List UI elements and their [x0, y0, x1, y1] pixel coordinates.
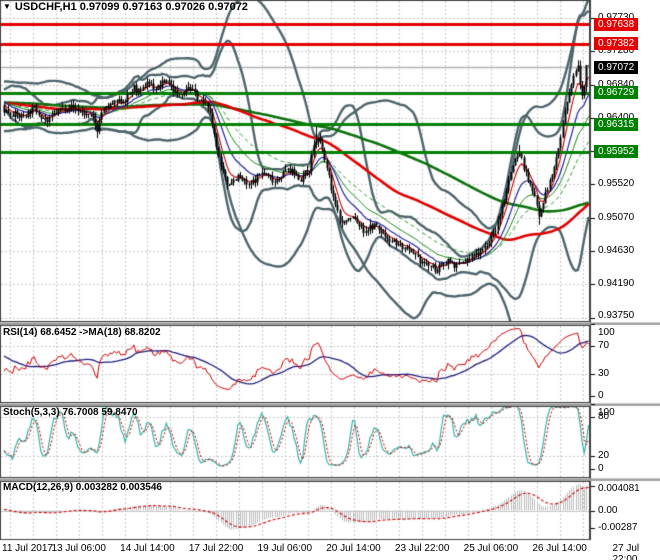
support-price-badge: 0.95952 — [594, 145, 639, 159]
axis-tick-label: 0.96400 — [598, 112, 634, 124]
time-axis-label: 17 Jul 22:00 — [188, 543, 244, 554]
support-price-badge: 0.96315 — [594, 117, 639, 131]
axis-tick-label: 30 — [598, 368, 610, 380]
stochastic-pane-label: Stoch(5,3,3) 76.7008 59.8470 — [3, 407, 138, 418]
rsi-pane-label: RSI(14) 68.6452 ->MA(18) 68.8202 — [3, 327, 161, 338]
time-axis-label: 26 Jul 14:00 — [532, 543, 587, 554]
resistance-price-badge: 0.97382 — [594, 37, 639, 51]
chart-title-text: USDCHF,H1 0.97099 0.97163 0.97026 0.9707… — [14, 1, 248, 13]
time-axis-label: 20 Jul 14:00 — [326, 543, 381, 554]
time-axis-label: 13 Jul 06:00 — [51, 543, 106, 554]
axis-tick-label: 100 — [598, 327, 615, 338]
axis-tick-label: 70 — [598, 339, 610, 351]
macd-pane-label: MACD(12,26,9) 0.003282 0.003546 — [3, 482, 162, 493]
axis-tick-label: 0 — [598, 389, 604, 401]
axis-tick-label: 0.00 — [598, 504, 618, 516]
axis-tick-label: 100 — [598, 407, 615, 418]
axis-tick-label: 80 — [598, 411, 610, 422]
time-axis-label: 11 Jul 2017 — [2, 543, 53, 554]
resistance-price-badge: 0.97638 — [594, 17, 639, 31]
time-axis-label: 23 Jul 22:00 — [394, 543, 450, 554]
axis-tick-label: 0.97730 — [598, 12, 634, 24]
axis-tick-label: 0.94190 — [598, 278, 635, 290]
current-price-badge: 0.97072 — [594, 60, 639, 74]
support-price-badge: 0.96729 — [594, 86, 639, 100]
time-axis-label: 27 Jul 22:00 — [612, 543, 640, 560]
axis-tick-label: -0.00287 — [598, 522, 638, 533]
axis-tick-label: 0.94630 — [598, 245, 635, 257]
time-axis-label: 19 Jul 06:00 — [257, 543, 313, 554]
axis-tick-label: 0.95070 — [598, 212, 635, 223]
symbol-dropdown-icon[interactable]: ▼ — [3, 2, 11, 11]
axis-tick-label: 0.97280 — [598, 45, 635, 57]
axis-tick-label: 0.93750 — [598, 310, 635, 321]
axis-tick-label: 20 — [598, 450, 610, 461]
axis-tick-label: 0.96840 — [598, 78, 635, 90]
time-axis-label: 14 Jul 14:00 — [120, 543, 175, 554]
axis-tick-label: 0.95520 — [598, 178, 635, 190]
chart-title: ▼ USDCHF,H1 0.97099 0.97163 0.97026 0.970… — [3, 1, 248, 13]
time-axis-label: 25 Jul 06:00 — [463, 543, 519, 554]
axis-tick-label: 0.004081 — [598, 483, 640, 494]
axis-tick-label: 0 — [598, 463, 604, 474]
